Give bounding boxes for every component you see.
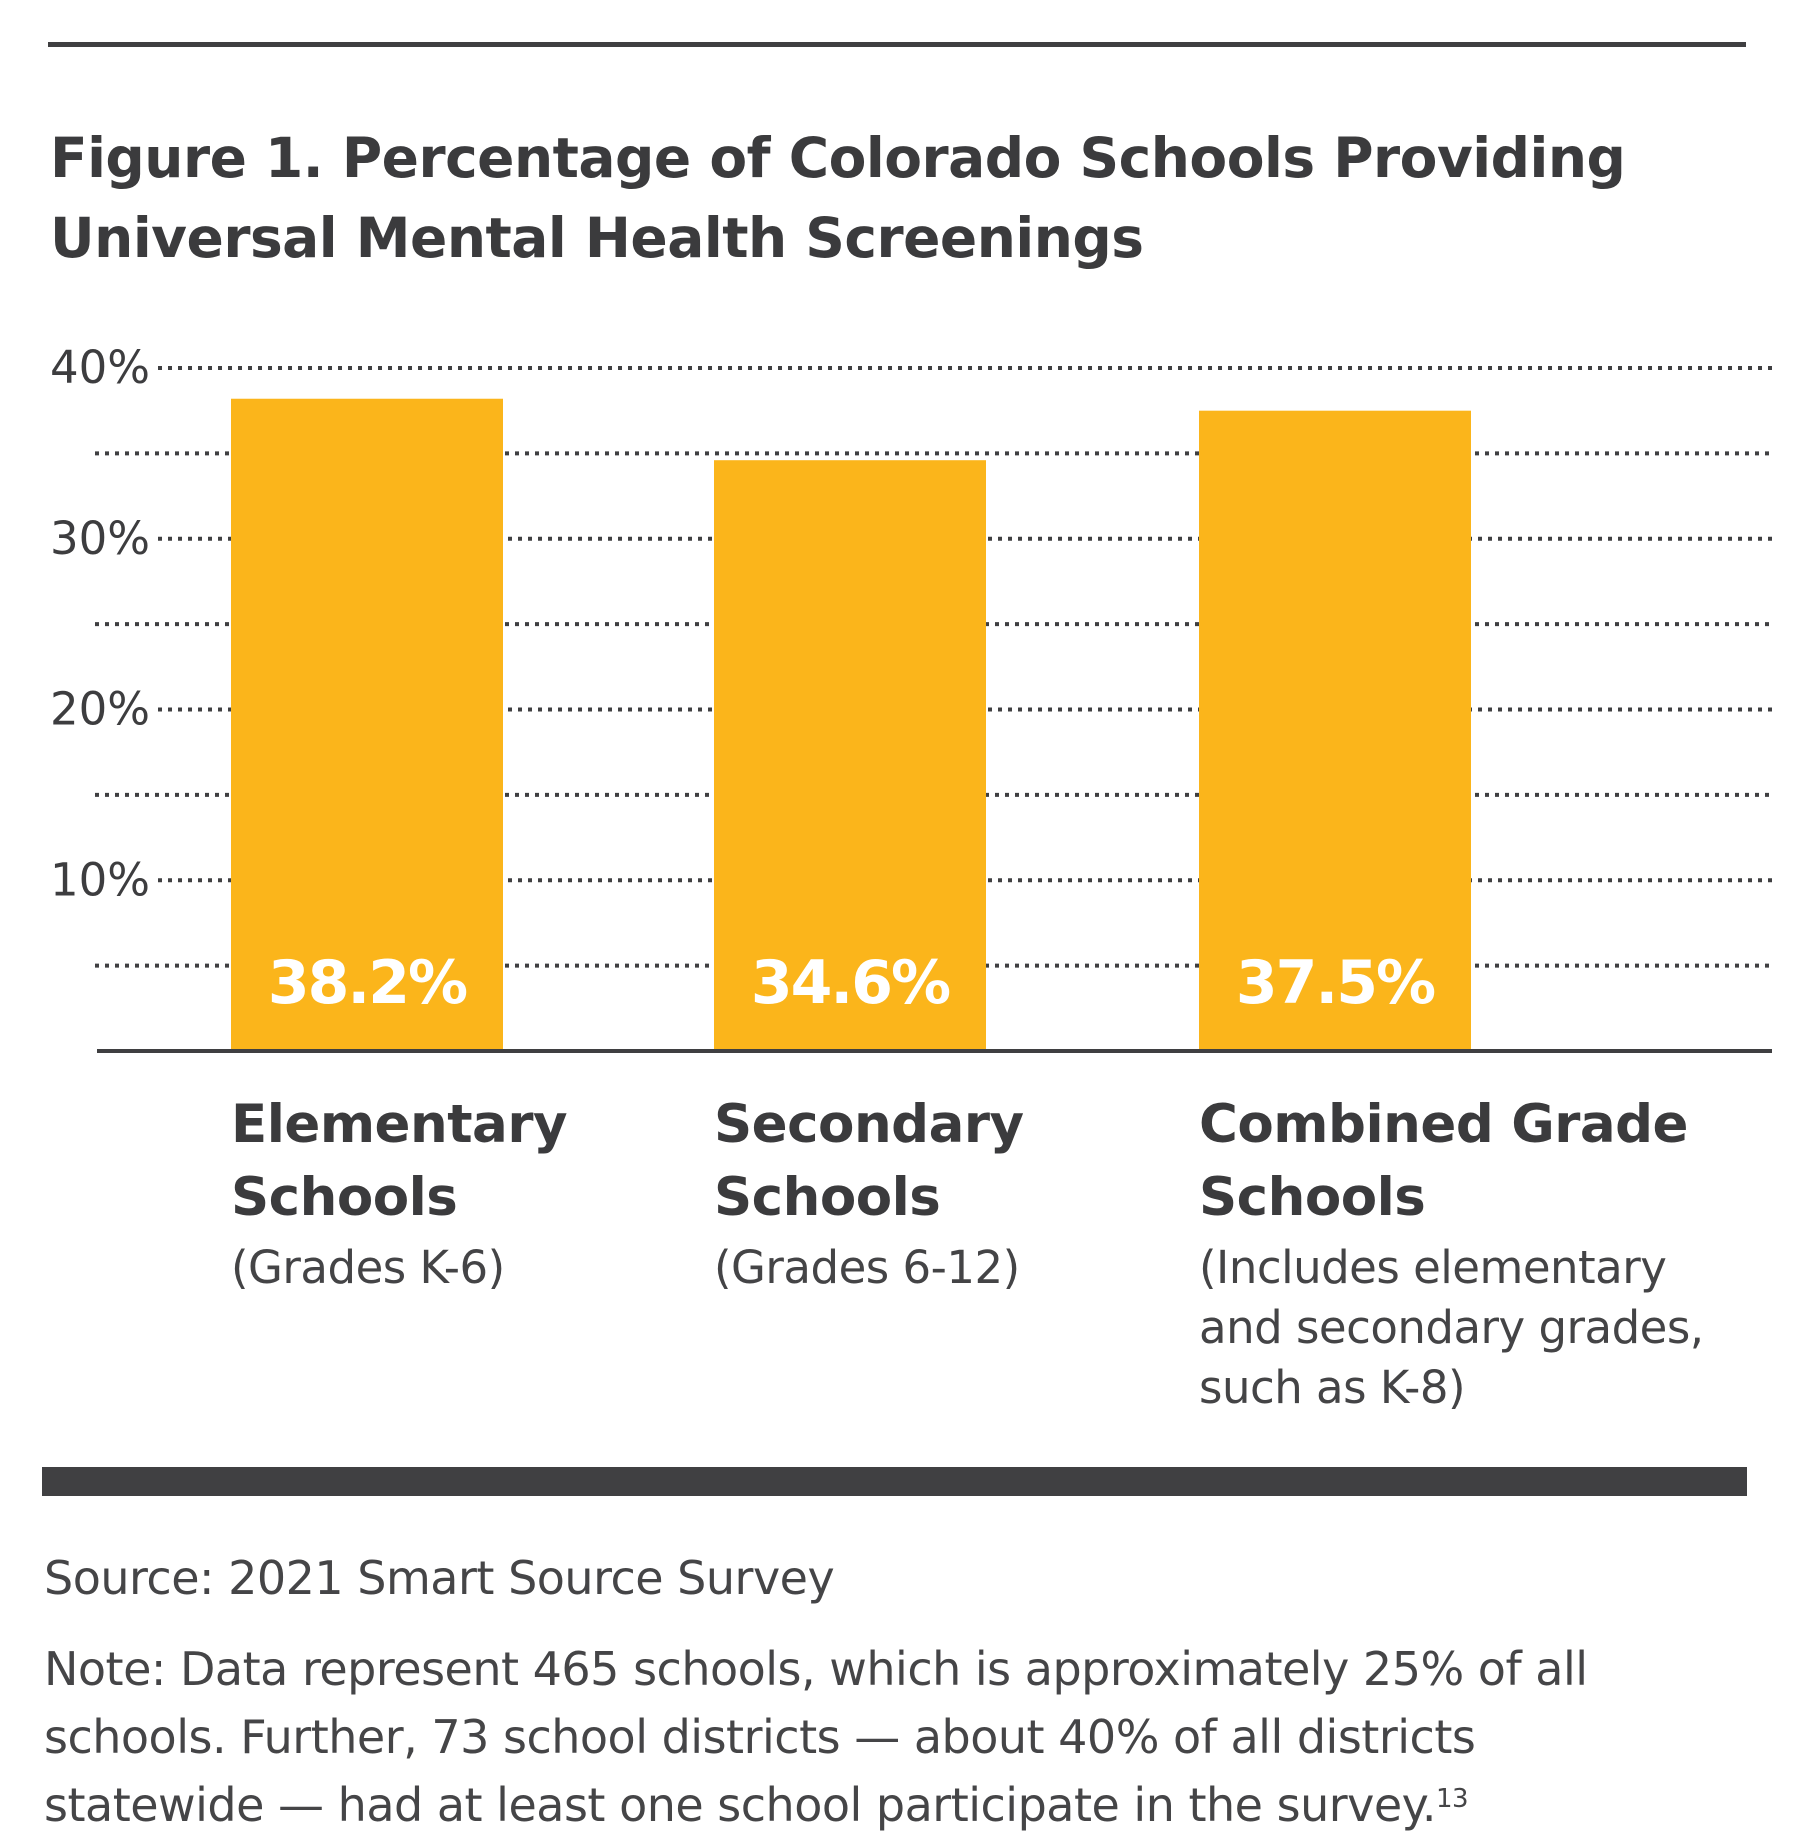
bar-value-label: 38.2% <box>268 948 467 1018</box>
footnote-ref: 13 <box>1435 1784 1469 1814</box>
category-label-secondary: Secondary Schools (Grades 6-12) <box>714 1088 1134 1298</box>
category-subtitle: (Grades 6-12) <box>714 1241 1020 1294</box>
category-name: Combined Grade Schools <box>1199 1094 1689 1228</box>
category-label-elementary: Elementary Schools (Grades K-6) <box>231 1088 651 1298</box>
y-tick-label: 10% <box>50 853 150 906</box>
bar <box>231 398 503 1051</box>
category-subtitle: (Includes elementary and secondary grade… <box>1199 1241 1704 1414</box>
y-tick-label: 40% <box>50 341 150 394</box>
note-body: Note: Data represent 465 schools, which … <box>44 1642 1588 1832</box>
bar-value-label: 37.5% <box>1236 948 1435 1018</box>
bar <box>714 460 986 1051</box>
bar <box>1199 410 1471 1051</box>
data-labels: 38.2% 34.6% 37.5% <box>268 948 1437 1018</box>
bar-value-label: 34.6% <box>751 948 950 1018</box>
category-name: Elementary Schools <box>231 1094 568 1228</box>
category-label-combined: Combined Grade Schools (Includes element… <box>1199 1088 1759 1418</box>
bar-chart: 38.2% 34.6% 37.5% 10% 20% 30% 40% <box>50 341 1772 1053</box>
source-text: Source: 2021 Smart Source Survey <box>44 1551 835 1605</box>
category-name: Secondary Schools <box>714 1094 1024 1228</box>
y-axis-ticks: 10% 20% 30% 40% <box>50 341 150 906</box>
note-text: Note: Data represent 465 schools, which … <box>44 1635 1684 1839</box>
bottom-rule <box>42 1467 1747 1496</box>
top-rule <box>48 42 1746 47</box>
y-tick-label: 20% <box>50 683 150 736</box>
y-tick-label: 30% <box>50 512 150 565</box>
figure-title: Figure 1. Percentage of Colorado Schools… <box>50 126 1626 270</box>
bars <box>231 398 1471 1051</box>
category-subtitle: (Grades K-6) <box>231 1241 505 1294</box>
